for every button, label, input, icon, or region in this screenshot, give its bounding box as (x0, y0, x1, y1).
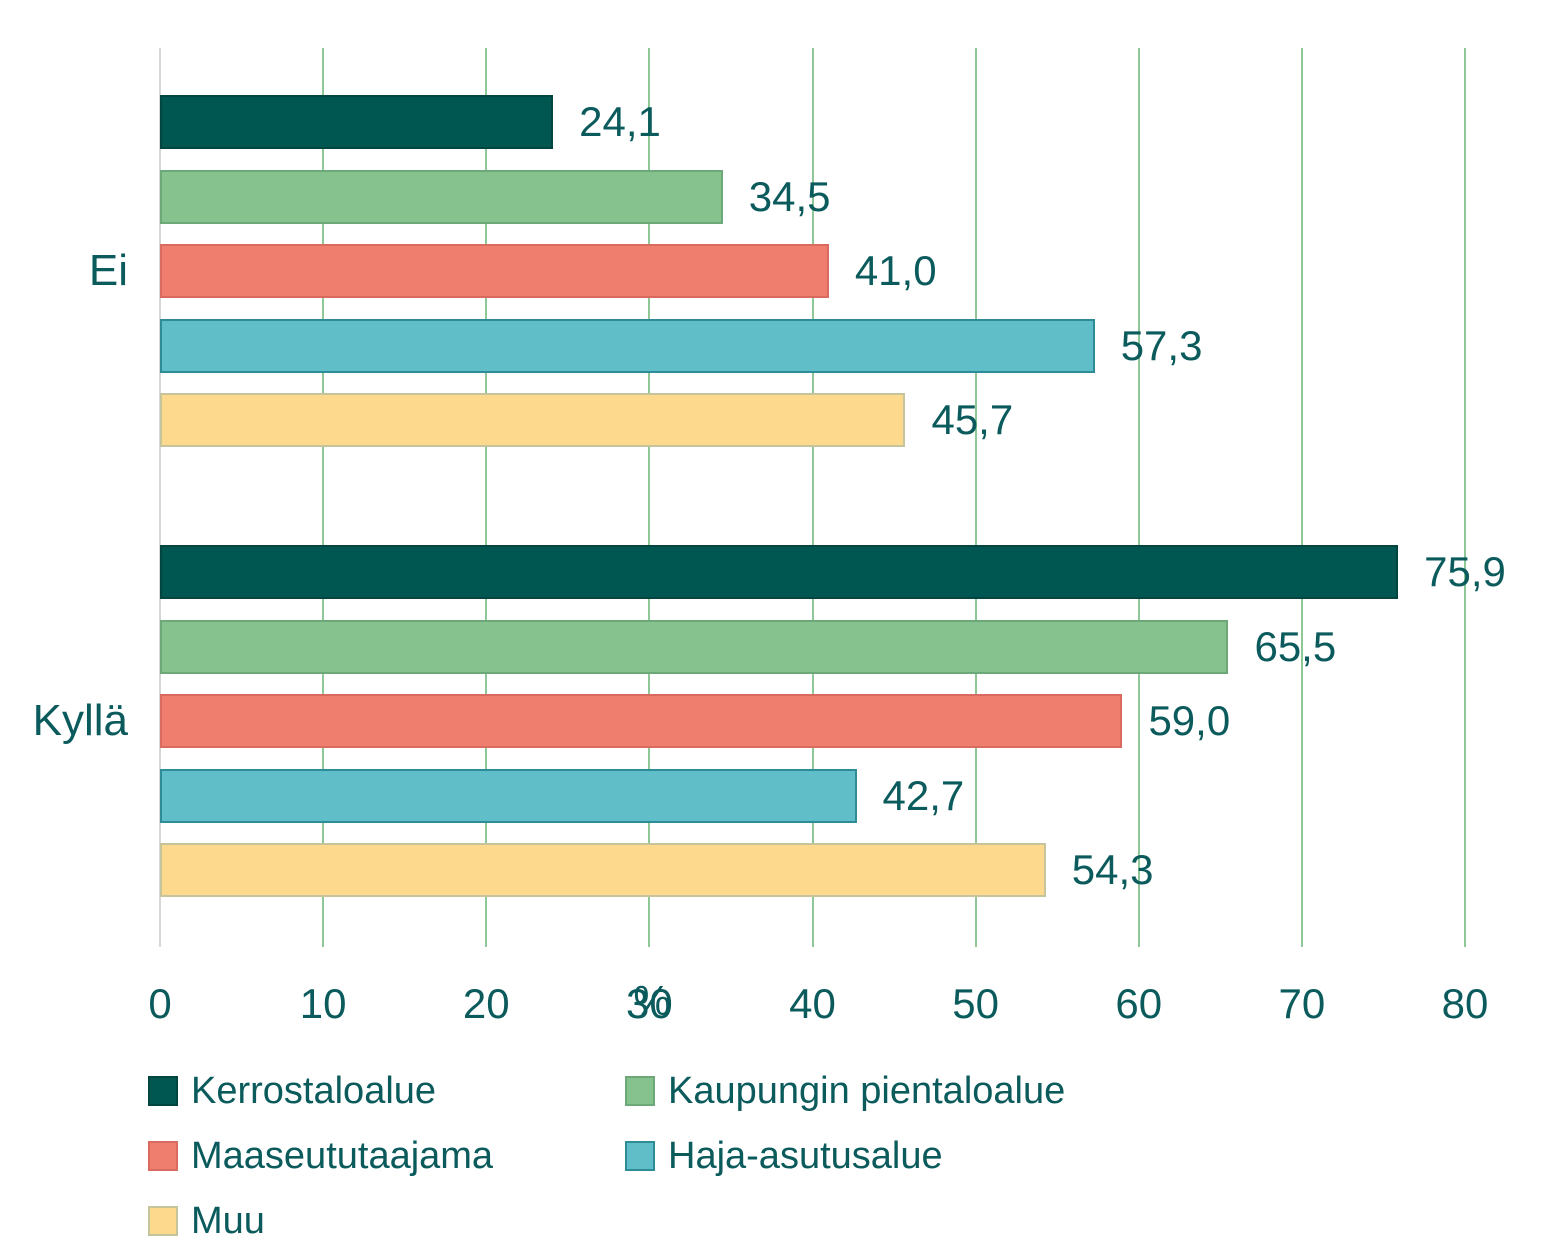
value-label: 57,3 (1120, 321, 1203, 369)
legend-swatch-icon (148, 1206, 178, 1236)
bar (160, 768, 857, 823)
legend-swatch-icon (148, 1076, 178, 1106)
value-label: 54,3 (1071, 846, 1154, 893)
legend-label: Muu (191, 1200, 265, 1242)
legend-swatch-icon (625, 1076, 655, 1106)
legend-swatch-icon (625, 1141, 655, 1171)
y-axis-line (159, 48, 161, 947)
value-label: 45,7 (931, 396, 1014, 443)
gridline (1137, 48, 1140, 947)
legend-label: Maaseututaajama (191, 1135, 494, 1177)
bar (160, 619, 1229, 674)
x-axis-tick-label: 80 (1441, 980, 1489, 1027)
bar (160, 843, 1046, 897)
x-axis-tick-label: 30 (626, 980, 673, 1027)
gridline (1300, 48, 1303, 947)
x-axis-tick-label: 0 (148, 980, 172, 1027)
value-label: 24,1 (579, 98, 661, 145)
bar (160, 95, 554, 149)
plot-area: Ei 24,1 34,5 41,0 57,3 45,7 Kyllä 75,9 65,5 59,0 4… (33, 48, 1506, 1025)
legend-item: Kaupungin pientaloalue (625, 1072, 1065, 1110)
bar (160, 545, 1399, 599)
value-label: 59,0 (1148, 697, 1231, 744)
category-label: Kyllä (32, 696, 128, 745)
bar (160, 694, 1123, 748)
legend: Kerrostaloalue Kaupungin pientaloalue Maas… (148, 1072, 1448, 1250)
x-axis-tick-label: 50 (952, 980, 999, 1027)
gridline (811, 48, 814, 947)
category-label: Ei (88, 246, 128, 295)
x-axis-tick-label: 70 (1278, 980, 1326, 1027)
bar (160, 169, 723, 224)
x-axis-tick-label: 10 (299, 980, 347, 1027)
gridline (974, 48, 977, 947)
gridline (322, 48, 325, 947)
value-label: 34,5 (748, 172, 831, 220)
x-axis-tick-label: 60 (1115, 980, 1163, 1027)
gridline (1464, 48, 1466, 947)
legend-swatch-icon (148, 1141, 178, 1171)
legend-item: Maaseututaajama (148, 1137, 493, 1175)
gridline (485, 48, 488, 947)
legend-item: Kerrostaloalue (148, 1072, 436, 1110)
legend-item: Haja-asutusalue (625, 1137, 943, 1175)
legend-label: Kaupungin pientaloalue (668, 1070, 1066, 1112)
x-axis-tick-label: 20 (462, 980, 510, 1027)
value-label: 75,9 (1424, 548, 1506, 595)
bar (160, 318, 1095, 373)
x-axis-tick-label: 40 (789, 980, 836, 1027)
gridline (648, 48, 651, 947)
value-label: 41,0 (854, 247, 937, 294)
x-axis-title: % (633, 977, 671, 1024)
bar (160, 244, 829, 298)
value-label: 42,7 (882, 771, 965, 819)
bar (160, 393, 906, 447)
value-label: 65,5 (1254, 622, 1337, 670)
legend-label: Haja-asutusalue (668, 1135, 943, 1177)
legend-label: Kerrostaloalue (191, 1070, 437, 1112)
legend-item: Muu (148, 1202, 265, 1240)
